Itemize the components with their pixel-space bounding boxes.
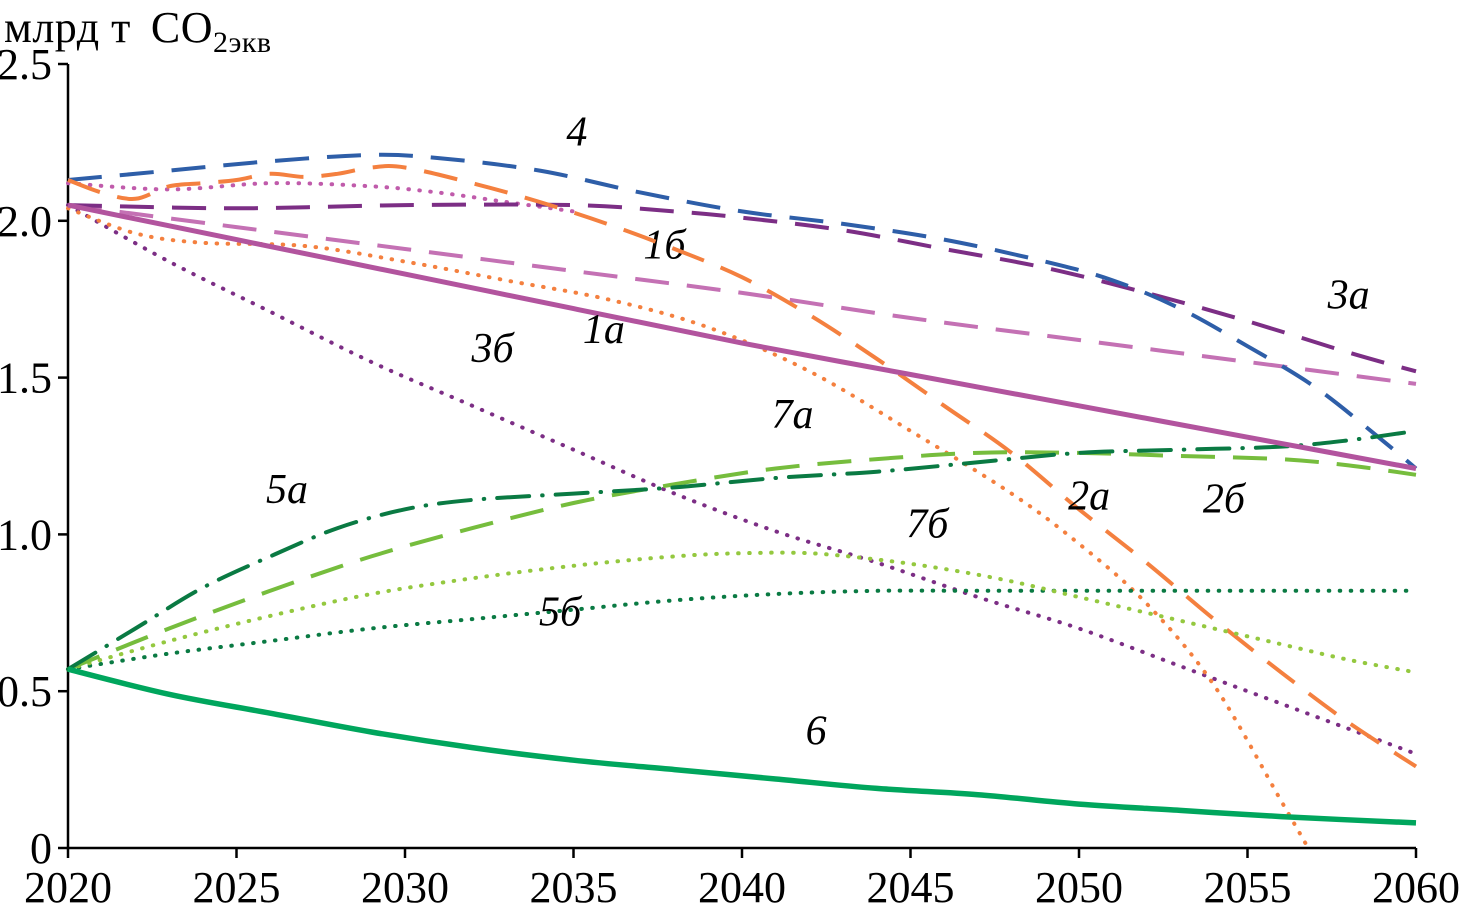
series-label-4: 4 <box>566 110 587 156</box>
series-label-2b: 2б <box>1203 476 1247 522</box>
series-line-6 <box>67 666 1417 826</box>
series-line-3a <box>67 202 1417 374</box>
series-line-2a <box>66 206 1311 850</box>
y-axis-tick-label: 1.0 <box>0 510 52 559</box>
x-axis-tick-label: 2055 <box>1204 863 1292 908</box>
x-axis-tick-label: 2045 <box>867 863 955 908</box>
series-line-5a <box>66 428 1418 672</box>
y-axis-tick-label: 2.0 <box>0 197 52 246</box>
y-axis-title-units: млрд т <box>4 3 131 52</box>
x-axis-tick-label: 2040 <box>698 863 786 908</box>
x-axis-tick-label: 2050 <box>1035 863 1123 908</box>
y-axis-title-gas: CO2экв <box>150 3 272 57</box>
y-axis-title-co: CO <box>150 3 213 52</box>
x-axis-tick-label: 2030 <box>361 863 449 908</box>
x-axis-tick-label: 2060 <box>1372 863 1460 908</box>
series-label-5a: 5а <box>266 467 308 513</box>
series-label-3a: 3а <box>1327 273 1370 319</box>
series-label-7b: 7б <box>906 502 950 548</box>
series-line-7b <box>66 550 1418 675</box>
series-label-1a: 1а <box>583 307 625 353</box>
y-axis-title-subscript: 2экв <box>212 25 272 59</box>
series-line-4 <box>67 152 1418 471</box>
y-axis-tick-label: 0 <box>30 824 52 873</box>
y-axis-tick-label: 1.5 <box>0 354 52 403</box>
y-axis-title: млрд т CO2экв <box>4 2 272 57</box>
series-line-1a <box>67 202 1417 471</box>
series-label-7a: 7а <box>772 392 814 438</box>
series-line-aux-dotted <box>66 181 576 214</box>
series-label-3b: 3б <box>471 326 516 372</box>
series-label-1b: 1б <box>643 222 687 268</box>
x-axis-tick-label: 2035 <box>530 863 618 908</box>
x-axis-tick-label: 2020 <box>24 863 112 908</box>
y-axis-tick-label: 2.5 <box>0 40 52 89</box>
series-line-2b <box>67 164 1418 769</box>
y-axis-tick-label: 0.5 <box>0 667 52 716</box>
series-line-3b <box>66 203 1418 756</box>
x-axis-tick-label: 2025 <box>193 863 281 908</box>
series-label-2a: 2а <box>1068 473 1110 519</box>
series-label-6: 6 <box>806 709 827 755</box>
series-label-5b: 5б <box>539 589 583 635</box>
series-line-7a <box>67 450 1417 672</box>
series-line-1b <box>67 203 1417 386</box>
